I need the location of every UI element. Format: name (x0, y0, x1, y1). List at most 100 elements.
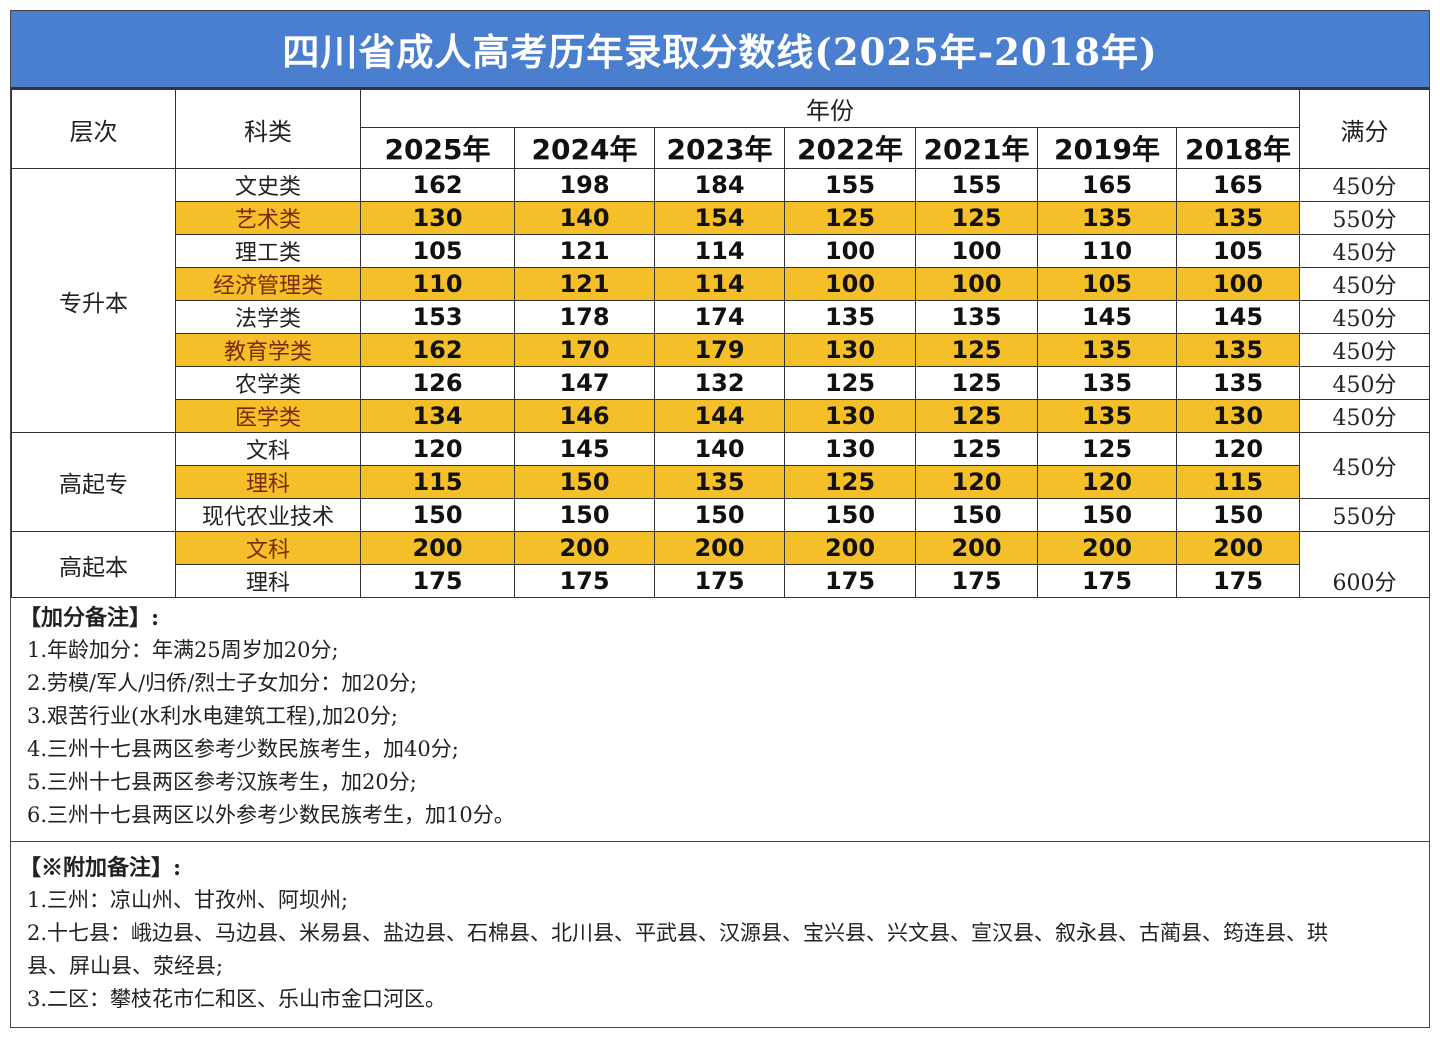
level-cell: 高起本 (11, 531, 176, 598)
score-cell: 145 (514, 432, 655, 466)
score-cell: 162 (360, 333, 515, 367)
table-row: 艺术类 130 140 154 125 125 135 135 550分 (12, 201, 1430, 235)
table-row: 理科 115 150 135 125 120 120 115 (12, 465, 1430, 499)
full-score-cell: 450分 (1299, 366, 1430, 400)
score-cell: 153 (360, 300, 515, 334)
subject-cell: 经济管理类 (175, 267, 361, 301)
full-score-cell: 550分 (1299, 201, 1430, 235)
score-cell: 198 (514, 168, 655, 202)
subject-cell: 文科 (175, 531, 361, 565)
score-cell: 125 (1037, 432, 1177, 466)
score-cell: 145 (1037, 300, 1177, 334)
score-cell: 100 (1176, 267, 1300, 301)
score-cell: 150 (360, 498, 515, 532)
score-cell: 175 (360, 564, 515, 598)
bonus-note-item: 5.三州十七县两区参考汉族考生，加20分; (27, 770, 417, 794)
score-cell: 174 (654, 300, 785, 334)
score-cell: 130 (784, 333, 916, 367)
score-sheet: 四川省成人高考历年录取分数线(2025年-2018年) 层次 科类 年份 满分 … (10, 10, 1430, 1028)
table-row: 理工类 105 121 114 100 100 110 105 450分 (12, 234, 1430, 268)
subject-cell: 教育学类 (175, 333, 361, 367)
score-cell: 135 (1037, 399, 1177, 433)
table-row: 医学类 134 146 144 130 125 135 130 450分 (12, 399, 1430, 433)
score-cell: 140 (654, 432, 785, 466)
score-cell: 150 (915, 498, 1038, 532)
table-row: 现代农业技术 150 150 150 150 150 150 150 550分 (12, 498, 1430, 532)
score-cell: 200 (514, 531, 655, 565)
score-cell: 120 (360, 432, 515, 466)
score-cell: 165 (1037, 168, 1177, 202)
header-year: 2018年 (1176, 127, 1300, 169)
score-cell: 125 (784, 465, 916, 499)
score-cell: 110 (1037, 234, 1177, 268)
score-cell: 175 (784, 564, 916, 598)
extra-note-item: 1.三州：凉山州、甘孜州、阿坝州; (27, 888, 349, 912)
score-cell: 175 (1176, 564, 1300, 598)
full-score-cell: 450分 (1299, 300, 1430, 334)
score-cell: 162 (360, 168, 515, 202)
score-cell: 114 (654, 234, 785, 268)
score-cell: 135 (915, 300, 1038, 334)
subject-cell: 理科 (175, 465, 361, 499)
score-cell: 110 (360, 267, 515, 301)
level-cell: 高起专 (11, 432, 176, 532)
score-cell: 200 (1176, 531, 1300, 565)
score-cell: 135 (1037, 366, 1177, 400)
score-cell: 135 (1176, 201, 1300, 235)
score-cell: 121 (514, 234, 655, 268)
score-cell: 155 (915, 168, 1038, 202)
score-cell: 146 (514, 399, 655, 433)
score-cell: 135 (1037, 201, 1177, 235)
score-cell: 175 (1037, 564, 1177, 598)
score-cell: 100 (915, 234, 1038, 268)
table-row: 法学类 153 178 174 135 135 145 145 450分 (12, 300, 1430, 334)
bonus-note-item: 1.年龄加分：年满25周岁加20分; (27, 638, 339, 662)
score-cell: 175 (514, 564, 655, 598)
extra-notes: 【※附加备注】: 1.三州：凉山州、甘孜州、阿坝州; 2.十七县：峨边县、马边县… (11, 842, 1429, 1016)
score-cell: 130 (360, 201, 515, 235)
score-cell: 150 (654, 498, 785, 532)
full-score-cell: 450分 (1299, 399, 1430, 433)
subject-cell: 理科 (175, 564, 361, 598)
table-row: 高起专 文科 120 145 140 130 125 125 120 450分 (11, 432, 1430, 532)
full-score-cell: 450分 (1299, 432, 1430, 499)
score-cell: 125 (915, 366, 1038, 400)
score-cell: 165 (1176, 168, 1300, 202)
full-score-cell: 550分 (1299, 498, 1430, 532)
table-row: 高起本 文科 200 200 200 200 200 200 200 (11, 531, 1430, 598)
score-cell: 125 (915, 333, 1038, 367)
subject-cell: 艺术类 (175, 201, 361, 235)
score-cell: 134 (360, 399, 515, 433)
score-cell: 130 (1176, 399, 1300, 433)
bonus-note-item: 4.三州十七县两区参考少数民族考生，加40分; (27, 737, 459, 761)
score-cell: 132 (654, 366, 785, 400)
bonus-note-item: 6.三州十七县两区以外参考少数民族考生，加10分。 (27, 803, 515, 827)
table-row: 农学类 126 147 132 125 125 135 135 450分 (12, 366, 1430, 400)
bonus-note-item: 2.劳模/军人/归侨/烈士子女加分：加20分; (27, 671, 418, 695)
header-year: 2025年 (360, 127, 515, 169)
score-cell: 154 (654, 201, 785, 235)
score-cell: 125 (915, 432, 1038, 466)
full-score-cell: 450分 (1299, 168, 1430, 202)
score-cell: 130 (784, 399, 916, 433)
subject-cell: 文科 (175, 432, 361, 466)
score-cell: 200 (654, 531, 785, 565)
score-cell: 200 (915, 531, 1038, 565)
score-cell: 135 (1176, 333, 1300, 367)
full-score-cell: 450分 (1299, 234, 1430, 268)
header-year-group: 年份 (360, 89, 1300, 128)
level-cell: 专升本 (11, 168, 176, 433)
score-cell: 120 (915, 465, 1038, 499)
full-score-cell: 600分 (1299, 564, 1430, 598)
header-row-top: 层次 科类 年份 满分 (11, 89, 1430, 169)
score-cell: 144 (654, 399, 785, 433)
score-cell: 170 (514, 333, 655, 367)
score-cell: 115 (1176, 465, 1300, 499)
score-cell: 150 (1176, 498, 1300, 532)
score-cell: 200 (784, 531, 916, 565)
score-table: 层次 科类 年份 满分 2025年 2024年 2023年 2022年 2021… (11, 89, 1430, 598)
bonus-notes: 【加分备注】: 1.年龄加分：年满25周岁加20分; 2.劳模/军人/归侨/烈士… (11, 598, 1429, 842)
score-cell: 135 (654, 465, 785, 499)
header-full-score: 满分 (1299, 89, 1430, 169)
table-row: 经济管理类 110 121 114 100 100 105 100 450分 (12, 267, 1430, 301)
